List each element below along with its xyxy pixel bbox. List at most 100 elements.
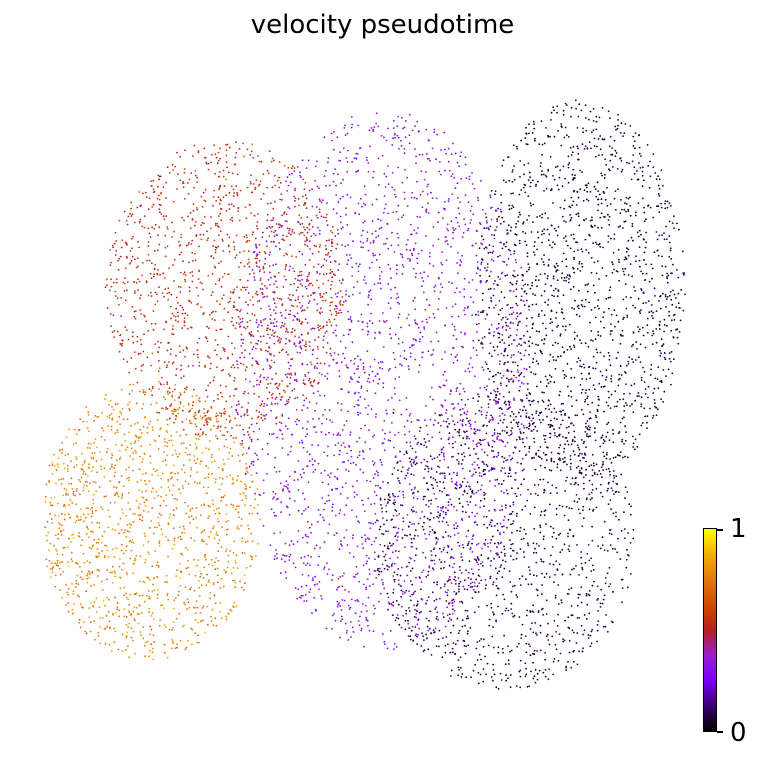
scatter-point [549, 503, 551, 506]
scatter-point [664, 358, 667, 361]
scatter-point [339, 576, 342, 578]
scatter-point [663, 238, 666, 241]
scatter-point [357, 399, 359, 401]
scatter-point [253, 279, 256, 281]
scatter-point [463, 645, 466, 647]
scatter-point [610, 323, 612, 325]
scatter-point [356, 480, 358, 482]
scatter-point [483, 515, 485, 518]
scatter-point [325, 184, 327, 187]
scatter-point [549, 426, 552, 429]
scatter-point [319, 546, 321, 549]
scatter-point [544, 509, 547, 512]
scatter-point [406, 452, 408, 455]
scatter-point [576, 361, 579, 363]
scatter-point [389, 333, 391, 336]
scatter-point [600, 386, 603, 388]
scatter-point [475, 491, 478, 494]
scatter-point [299, 223, 302, 226]
scatter-point [501, 576, 504, 579]
scatter-point [573, 649, 575, 652]
scatter-point [605, 435, 608, 438]
scatter-point [361, 499, 363, 502]
scatter-point [661, 274, 664, 277]
scatter-point [532, 399, 535, 402]
scatter-point [580, 303, 583, 306]
scatter-point [564, 325, 567, 328]
scatter-point [564, 619, 566, 622]
scatter-point [666, 281, 669, 284]
scatter-point [481, 366, 484, 369]
scatter-point [562, 252, 565, 255]
scatter-point [308, 300, 311, 303]
scatter-point [371, 220, 374, 222]
scatter-point [313, 291, 316, 294]
scatter-point [474, 558, 477, 561]
scatter-point [404, 620, 407, 622]
scatter-point [351, 161, 354, 163]
scatter-point [513, 584, 516, 587]
scatter-point [351, 275, 354, 277]
scatter-point [476, 556, 479, 558]
scatter-point [416, 262, 419, 264]
scatter-point [626, 314, 629, 317]
scatter-point [419, 338, 421, 340]
scatter-point [550, 460, 553, 463]
scatter-point [492, 583, 494, 586]
scatter-point [421, 525, 424, 528]
scatter-point [499, 254, 501, 257]
scatter-point [389, 307, 392, 310]
scatter-point [493, 499, 496, 502]
scatter-point [367, 624, 369, 627]
scatter-point [525, 412, 528, 414]
scatter-point [270, 276, 272, 279]
scatter-point [266, 404, 268, 406]
scatter-point [403, 349, 406, 352]
scatter-point [349, 196, 352, 199]
scatter-point [354, 612, 357, 614]
scatter-point [626, 548, 628, 551]
scatter-point [543, 142, 546, 145]
scatter-point [288, 373, 291, 376]
scatter-point [350, 455, 353, 458]
scatter-point [490, 538, 493, 541]
scatter-point [392, 514, 395, 517]
scatter-point [340, 444, 343, 447]
scatter-point [326, 454, 329, 457]
scatter-point [643, 238, 645, 241]
scatter-point [560, 277, 563, 279]
scatter-point [490, 258, 493, 261]
scatter-point [483, 451, 486, 454]
scatter-point [675, 297, 677, 299]
scatter-point [343, 127, 346, 129]
scatter-point [539, 631, 542, 634]
scatter-point [581, 378, 584, 380]
scatter-point [559, 169, 562, 172]
scatter-point [458, 431, 460, 434]
scatter-point [528, 392, 531, 394]
scatter-point [378, 320, 381, 322]
scatter-point [313, 232, 315, 235]
scatter-point [262, 492, 265, 494]
scatter-point [582, 482, 585, 485]
scatter-point [458, 669, 460, 671]
scatter-point [397, 338, 400, 340]
scatter-point [395, 210, 398, 213]
scatter-point [541, 170, 543, 173]
scatter-point [467, 617, 470, 620]
scatter-point [348, 295, 350, 298]
scatter-point [641, 272, 644, 275]
scatter-point [509, 674, 512, 676]
scatter-point [425, 576, 428, 578]
scatter-point [409, 223, 412, 226]
scatter-point [589, 235, 591, 237]
scatter-point [281, 314, 283, 317]
scatter-point [493, 433, 496, 436]
scatter-point [571, 151, 574, 154]
scatter-point [449, 535, 452, 538]
scatter-point [280, 572, 282, 575]
scatter-point [431, 591, 434, 594]
scatter-point [337, 432, 340, 434]
scatter-point [590, 225, 593, 228]
scatter-point [332, 148, 335, 151]
